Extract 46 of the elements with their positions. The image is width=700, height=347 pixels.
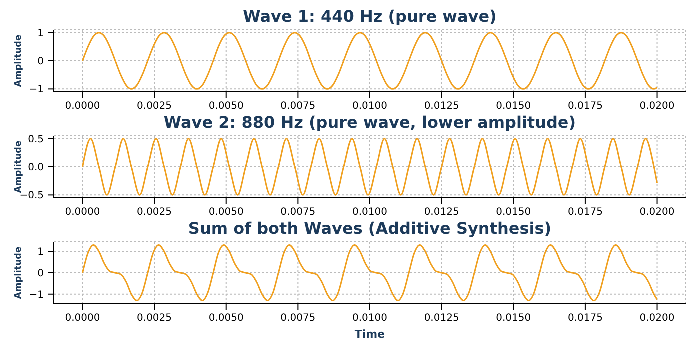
x-tick-label: 0.0175 bbox=[568, 101, 603, 112]
x-tick-label: 0.0050 bbox=[208, 101, 244, 112]
x-tick-label: 0.0100 bbox=[352, 207, 388, 218]
x-tick-label: 0.0000 bbox=[65, 101, 100, 112]
x-tick-label: 0.0000 bbox=[65, 207, 100, 218]
y-tick-label: 0 bbox=[38, 268, 44, 280]
y-axis-title: Amplitude bbox=[14, 140, 24, 194]
chart-title: Sum of both Waves (Additive Synthesis) bbox=[187, 219, 553, 238]
x-tick-label: 0.0050 bbox=[208, 313, 244, 324]
x-tick-label: 0.0075 bbox=[280, 101, 316, 112]
x-tick-label: 0.0150 bbox=[496, 101, 532, 112]
y-tick-label: −0.5 bbox=[20, 190, 44, 202]
y-axis-title: Amplitude bbox=[14, 246, 24, 300]
chart-title: Wave 2: 880 Hz (pure wave, lower amplitude) bbox=[162, 113, 578, 132]
y-tick-label: 0.5 bbox=[28, 134, 44, 146]
x-tick-label: 0.0025 bbox=[137, 313, 172, 324]
x-tick-label: 0.0075 bbox=[280, 207, 316, 218]
x-tick-label: 0.0000 bbox=[65, 313, 100, 324]
chart-title: Wave 1: 440 Hz (pure wave) bbox=[242, 7, 498, 26]
y-tick-label: 0.0 bbox=[28, 162, 44, 174]
y-tick-label: −1 bbox=[29, 84, 44, 96]
x-tick-label: 0.0100 bbox=[352, 313, 388, 324]
y-tick-label: −1 bbox=[29, 290, 44, 301]
x-tick-label: 0.0050 bbox=[208, 207, 244, 218]
x-axis-title: Time bbox=[354, 328, 386, 341]
x-tick-label: 0.0175 bbox=[568, 313, 603, 324]
x-tick-label: 0.0075 bbox=[280, 313, 316, 324]
y-axis-title: Amplitude bbox=[14, 34, 24, 88]
x-tick-label: 0.0150 bbox=[496, 207, 532, 218]
x-tick-label: 0.0100 bbox=[352, 101, 388, 112]
x-tick-label: 0.0150 bbox=[496, 313, 532, 324]
x-tick-label: 0.0125 bbox=[424, 207, 460, 218]
y-tick-label: 0 bbox=[38, 56, 44, 68]
x-tick-label: 0.0125 bbox=[424, 313, 460, 324]
x-tick-label: 0.0025 bbox=[137, 207, 172, 218]
x-tick-label: 0.0200 bbox=[640, 207, 675, 218]
line-series bbox=[82, 244, 658, 302]
y-tick-label: 1 bbox=[38, 247, 44, 258]
line-series bbox=[82, 32, 658, 90]
x-tick-label: 0.0200 bbox=[640, 313, 675, 324]
x-tick-label: 0.0175 bbox=[568, 207, 603, 218]
line-series bbox=[82, 138, 658, 196]
y-tick-label: 1 bbox=[38, 28, 44, 40]
x-tick-label: 0.0025 bbox=[137, 101, 172, 112]
x-tick-label: 0.0125 bbox=[424, 101, 460, 112]
x-tick-label: 0.0200 bbox=[640, 101, 675, 112]
